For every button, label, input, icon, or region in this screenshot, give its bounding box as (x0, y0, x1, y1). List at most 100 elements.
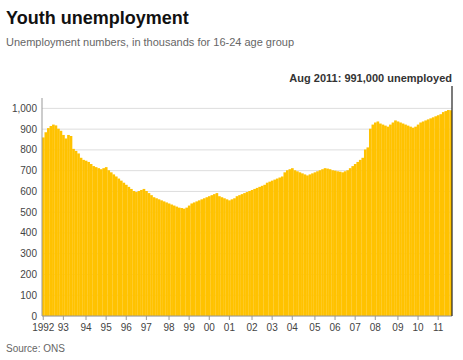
bar (276, 179, 279, 316)
bar (397, 121, 400, 316)
bar (294, 170, 297, 316)
bar (122, 183, 125, 316)
x-tick (43, 316, 44, 320)
y-tick-label: 400 (20, 227, 37, 238)
bar (331, 170, 334, 316)
bar (326, 169, 329, 316)
bar (198, 200, 201, 316)
y-axis: 01002003004005006007008009001,000 (12, 103, 452, 322)
x-tick (292, 316, 293, 320)
bar (223, 198, 226, 316)
bar (163, 201, 166, 316)
bar (316, 171, 319, 316)
bar (334, 171, 337, 316)
bar (185, 208, 188, 316)
bar (344, 171, 347, 316)
x-tick (438, 316, 439, 320)
bar (447, 110, 450, 316)
x-tick (229, 316, 230, 320)
bar (195, 201, 198, 316)
bar (356, 162, 359, 316)
bar (427, 119, 430, 316)
x-tick-label: 98 (163, 322, 175, 333)
bar (188, 206, 191, 316)
bar (296, 171, 299, 316)
bar (128, 187, 131, 316)
bar (57, 129, 60, 316)
bar (409, 127, 412, 316)
x-tick-label: 95 (101, 322, 113, 333)
x-tick-label: 02 (246, 322, 258, 333)
bar (148, 193, 151, 316)
bar (354, 164, 357, 316)
bar (266, 183, 269, 316)
x-tick (209, 316, 210, 320)
x-axis: 1992939495969798990001020304050607080910… (32, 316, 444, 333)
x-tick-label: 06 (329, 322, 341, 333)
bar (140, 190, 143, 316)
bar (77, 153, 80, 316)
subtitle: Unemployment numbers, in thousands for 1… (6, 36, 294, 48)
bar (256, 188, 259, 316)
bar (372, 125, 375, 316)
bar (319, 170, 322, 316)
chart: 01002003004005006007008009001,0001992939… (0, 0, 463, 360)
bar (70, 136, 73, 316)
bar (178, 208, 181, 316)
x-tick-label: 94 (80, 322, 92, 333)
bar (349, 168, 352, 316)
bar (351, 166, 354, 316)
bar (67, 135, 70, 316)
grid-line (42, 108, 452, 109)
bar (135, 192, 138, 316)
y-tick-label: 300 (20, 248, 37, 259)
bar (253, 189, 256, 316)
x-tick (418, 316, 419, 320)
bar (50, 126, 53, 316)
bar (339, 172, 342, 316)
bar (211, 195, 214, 316)
bar (236, 196, 239, 316)
bar (183, 209, 186, 316)
x-tick (397, 316, 398, 320)
bar (150, 195, 153, 316)
bar (434, 116, 437, 316)
bar (442, 112, 445, 316)
bar (246, 192, 249, 316)
bar (258, 187, 261, 316)
bar (125, 185, 128, 316)
x-tick (106, 316, 107, 320)
bar (309, 174, 312, 316)
x-tick (355, 316, 356, 320)
bar (221, 197, 224, 316)
bar (107, 170, 110, 316)
bar (112, 174, 115, 316)
bar (117, 179, 120, 316)
bar (422, 121, 425, 316)
bar (175, 207, 178, 316)
bar (364, 149, 367, 316)
bar (216, 193, 219, 316)
x-tick-label: 05 (309, 322, 321, 333)
bar (382, 125, 385, 316)
bar (243, 193, 246, 316)
bar (228, 200, 231, 316)
bar (379, 124, 382, 316)
bar (95, 167, 98, 316)
bar (429, 118, 432, 316)
bar (291, 168, 294, 316)
x-tick-label: 97 (141, 322, 153, 333)
bar (82, 160, 85, 316)
bar (306, 175, 309, 316)
bar (65, 138, 68, 316)
bar (153, 197, 156, 316)
bar (412, 128, 415, 316)
bar (359, 160, 362, 316)
background (0, 0, 463, 360)
bar (384, 126, 387, 316)
bar (369, 129, 372, 316)
y-axis-line (42, 98, 43, 316)
bars (42, 110, 452, 316)
x-tick-label: 96 (121, 322, 133, 333)
bar (130, 189, 133, 316)
